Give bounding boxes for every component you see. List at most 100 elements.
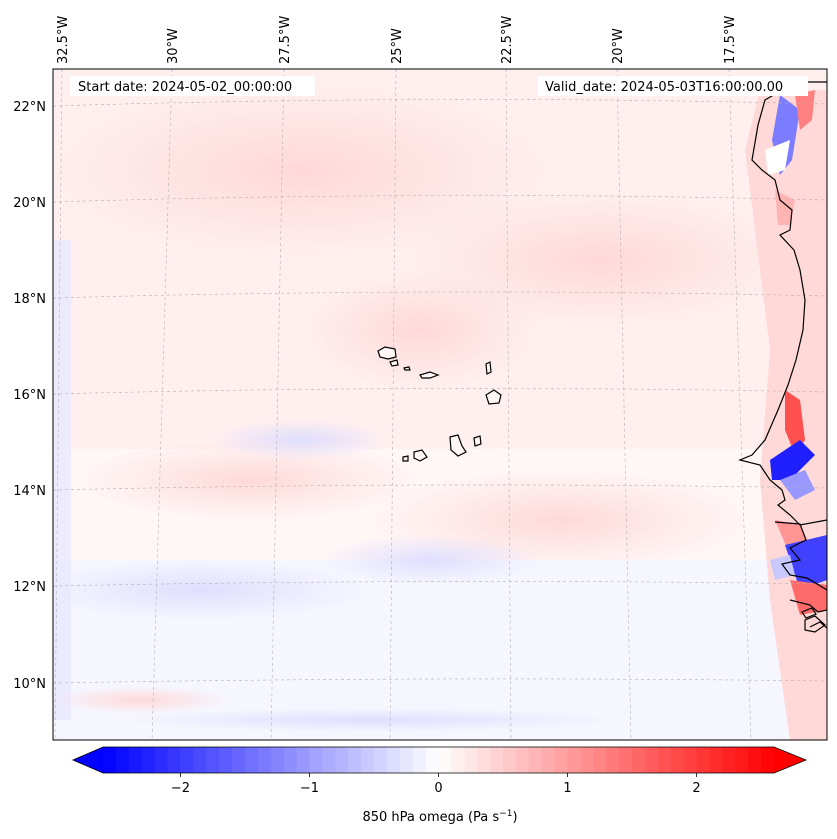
colorbar-cell — [644, 747, 659, 773]
colorbar-cell — [322, 747, 336, 773]
colorbar-cell — [257, 747, 272, 773]
colorbar-cell — [399, 747, 414, 773]
colorbar-cell — [270, 747, 285, 773]
colorbar-cell — [244, 747, 259, 773]
colorbar-cell — [464, 747, 478, 773]
colorbar-cell — [141, 747, 156, 773]
colorbar-cell — [735, 747, 749, 773]
colorbar-cell — [606, 747, 620, 773]
colorbar-outline — [71, 746, 808, 774]
colorbar-cell — [515, 747, 530, 773]
colorbar-cell — [541, 747, 556, 773]
colorbar-cell — [283, 747, 298, 773]
colorbar-cell — [567, 747, 582, 773]
colorbar-cell — [309, 747, 323, 773]
colorbar-cell — [361, 747, 375, 773]
colorbar-cell — [335, 747, 349, 773]
colorbar-cell — [180, 747, 194, 773]
colorbar-cell — [103, 747, 117, 773]
lon-label-27-5w: 27.5°W — [278, 16, 293, 64]
lon-label-17-5w: 17.5°W — [723, 16, 738, 64]
island-sao-vicente — [389, 359, 399, 367]
map-frame — [52, 68, 828, 741]
island-fogo — [413, 449, 428, 462]
island-brava — [402, 455, 409, 462]
start-date-text: Start date: 2024-05-02_00:00:00 — [78, 80, 292, 95]
gridlines — [53, 69, 827, 740]
colorbar-cell — [115, 747, 130, 773]
lon-label-22-5w: 22.5°W — [500, 16, 515, 64]
colorbar-cell — [348, 747, 362, 773]
omega-field — [53, 69, 827, 740]
colorbar-cell — [632, 747, 646, 773]
longitude-labels: 32.5°W 30°W 27.5°W 25°W 22.5°W 20°W 17.5… — [56, 16, 738, 64]
colorbar-cells — [73, 747, 806, 773]
colorbar-cell — [477, 747, 491, 773]
colorbar-cell — [296, 747, 311, 773]
colorbar-cell — [683, 747, 698, 773]
colorbar-cell — [722, 747, 736, 773]
lat-label-18n: 18°N — [13, 292, 46, 307]
colorbar: −2 −1 0 1 2 850 hPa omega (Pa s−1) — [71, 746, 808, 825]
colorbar-cell — [709, 747, 723, 773]
colorbar-cell — [167, 747, 182, 773]
colorbar-cell — [206, 747, 220, 773]
lon-label-25w: 25°W — [390, 28, 405, 64]
lon-label-30w: 30°W — [166, 28, 181, 64]
date-annotations: Start date: 2024-05-02_00:00:00 Valid_da… — [70, 76, 808, 96]
colorbar-ticks: −2 −1 0 1 2 — [171, 773, 701, 796]
colorbar-cell — [503, 747, 517, 773]
colorbar-cell — [193, 747, 207, 773]
colorbar-cell — [490, 747, 504, 773]
colorbar-cell — [670, 747, 685, 773]
lon-label-20w: 20°W — [611, 28, 626, 64]
lat-label-20n: 20°N — [13, 196, 46, 211]
island-maio — [473, 435, 482, 447]
cape-verde-islands — [377, 346, 502, 462]
colorbar-tick-label: 2 — [692, 781, 700, 796]
colorbar-cell — [528, 747, 543, 773]
colorbar-tick-label: −1 — [300, 781, 319, 796]
colorbar-cell — [619, 747, 633, 773]
lat-label-16n: 16°N — [13, 388, 46, 403]
colorbar-cell — [219, 747, 233, 773]
colorbar-cell — [451, 747, 465, 773]
colorbar-cell — [593, 747, 607, 773]
colorbar-cell — [761, 747, 775, 773]
latitude-labels: 22°N 20°N 18°N 16°N 14°N 12°N 10°N — [13, 100, 46, 692]
colorbar-tick-label: −2 — [171, 781, 190, 796]
lat-label-10n: 10°N — [13, 677, 46, 692]
island-santiago — [449, 434, 467, 457]
colorbar-cell — [412, 747, 427, 773]
colorbar-cell — [657, 747, 672, 773]
colorbar-cell — [386, 747, 401, 773]
colorbar-cell — [696, 747, 711, 773]
island-sal — [485, 361, 492, 375]
colorbar-cell — [554, 747, 569, 773]
lat-label-14n: 14°N — [13, 484, 46, 499]
colorbar-cell — [128, 747, 143, 773]
island-boa-vista — [485, 389, 502, 405]
valid-date-text: Valid_date: 2024-05-03T16:00:00.00 — [545, 80, 783, 95]
colorbar-cell — [373, 747, 388, 773]
colorbar-cell — [748, 747, 762, 773]
lat-label-22n: 22°N — [13, 100, 46, 115]
colorbar-cell — [438, 747, 452, 773]
lon-label-32-5w: 32.5°W — [56, 16, 71, 64]
colorbar-cell — [425, 747, 440, 773]
colorbar-cell — [232, 747, 246, 773]
colorbar-tick-label: 1 — [563, 781, 571, 796]
island-santa-luzia — [403, 366, 411, 371]
colorbar-cell — [154, 747, 169, 773]
island-santo-antao — [377, 346, 397, 360]
colorbar-cell — [580, 747, 594, 773]
africa-coastline — [738, 81, 827, 526]
colorbar-extend-low — [73, 747, 103, 773]
coastlines — [738, 81, 827, 633]
colorbar-tick-label: 0 — [434, 781, 442, 796]
map-panel: Start date: 2024-05-02_00:00:00 Valid_da… — [52, 68, 828, 741]
lat-label-12n: 12°N — [13, 580, 46, 595]
colorbar-extend-high — [774, 747, 806, 773]
colorbar-label: 850 hPa omega (Pa s−1) — [362, 809, 517, 825]
